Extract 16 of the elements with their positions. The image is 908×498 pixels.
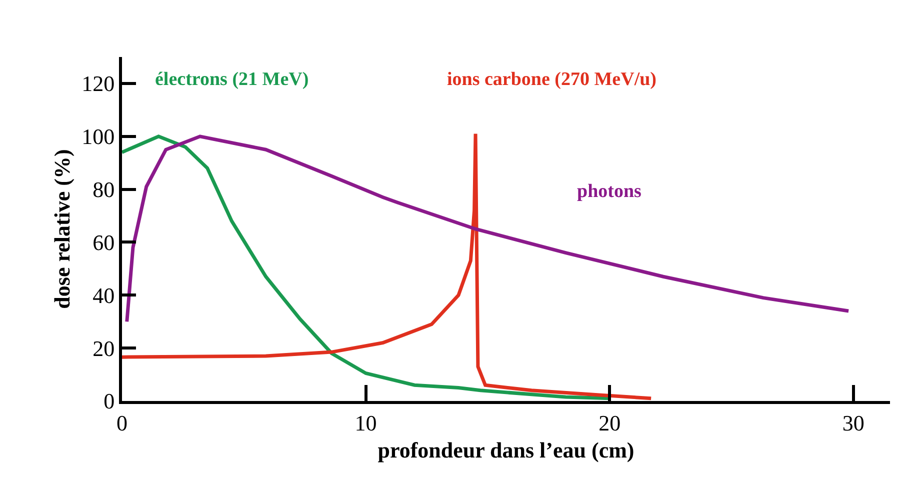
x-tick-label: 30 bbox=[842, 410, 864, 436]
text: électrons (21 MeV) bbox=[155, 69, 309, 90]
x-tick-label: 10 bbox=[354, 410, 377, 436]
y-tick-label: 0 bbox=[104, 388, 115, 414]
text: photons bbox=[577, 181, 642, 202]
y-tick-label: 20 bbox=[92, 336, 115, 361]
y-tick-label: 60 bbox=[92, 230, 115, 255]
y-tick-label: 120 bbox=[82, 71, 115, 96]
x-tick-label: 20 bbox=[598, 410, 621, 436]
y-tick-label: 100 bbox=[82, 124, 115, 150]
y-tick-label: 80 bbox=[92, 177, 115, 202]
text: ions carbone (270 MeV/u) bbox=[447, 69, 657, 90]
x-axis-title: profondeur dans l’eau (cm) bbox=[378, 437, 634, 462]
y-tick-label: 40 bbox=[92, 282, 115, 308]
y-axis-title: dose relative (%) bbox=[49, 149, 74, 309]
line-series bbox=[125, 134, 850, 324]
